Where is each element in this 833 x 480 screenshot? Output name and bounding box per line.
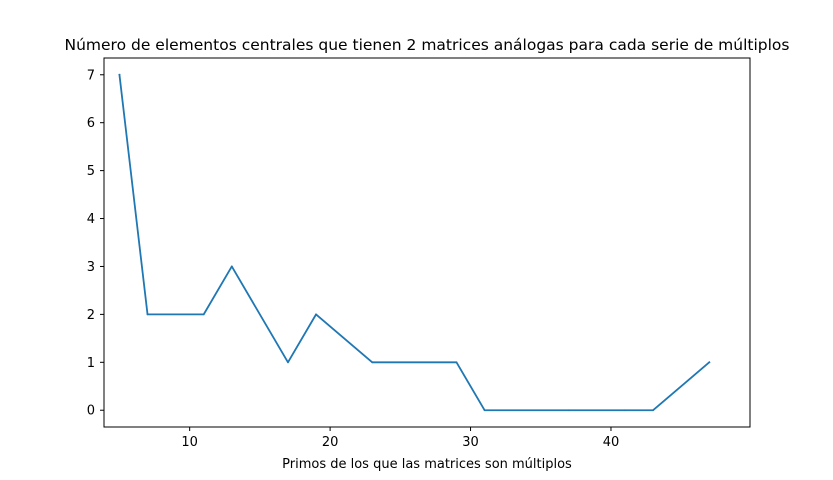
x-tick-label: 40 — [603, 435, 620, 450]
data-point — [146, 313, 149, 316]
chart-title: Número de elementos centrales que tienen… — [65, 36, 790, 54]
data-point — [287, 361, 289, 364]
y-axis: 0 1 2 3 4 5 6 7 — [87, 68, 104, 419]
data-point — [483, 409, 486, 412]
data-point — [202, 313, 205, 316]
x-tick-label: 20 — [322, 435, 339, 450]
data-point — [315, 313, 317, 316]
y-tick-label: 6 — [87, 116, 95, 131]
data-point — [455, 361, 458, 364]
x-axis: 10 20 30 40 — [181, 427, 619, 450]
data-point — [567, 409, 570, 412]
data-point — [708, 361, 711, 364]
y-tick-label: 0 — [87, 404, 95, 419]
y-tick-label: 7 — [87, 68, 95, 83]
x-tick-label: 30 — [462, 435, 479, 450]
y-tick-label: 2 — [87, 308, 95, 323]
series-points — [118, 73, 711, 412]
data-point — [371, 361, 374, 364]
data-point — [230, 265, 233, 268]
x-tick-label: 10 — [181, 435, 198, 450]
y-tick-label: 4 — [87, 212, 95, 227]
y-tick-label: 1 — [87, 356, 95, 371]
data-point — [652, 409, 654, 412]
x-axis-title: Primos de los que las matrices son múlti… — [282, 457, 572, 472]
y-tick-label: 3 — [87, 260, 95, 275]
y-tick-label: 5 — [87, 164, 95, 179]
data-point — [624, 409, 626, 412]
data-point — [118, 73, 121, 76]
plot-area-frame — [103, 57, 751, 428]
